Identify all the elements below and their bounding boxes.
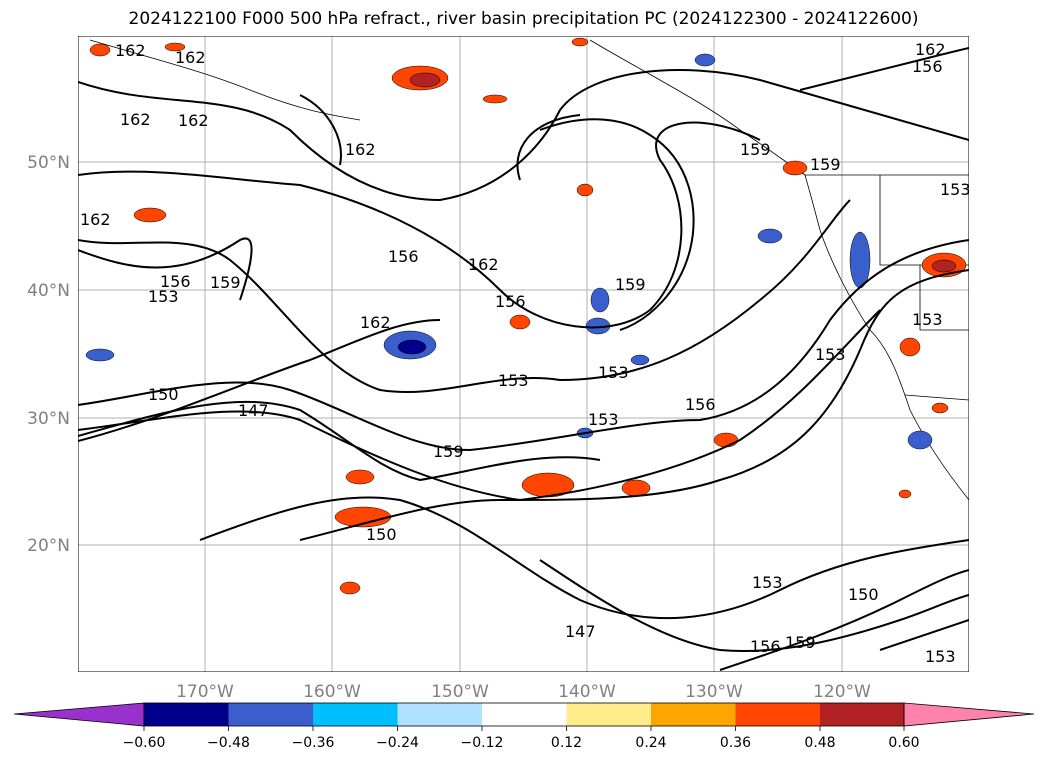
lon-axis: 170°W 160°W 150°W 140°W 130°W 120°W: [176, 682, 871, 702]
map-panel: 162 162 162 162 162 162 162 162 162 159 …: [78, 36, 971, 672]
lon-tick-label: 150°W: [431, 682, 489, 702]
contour-label: 153: [925, 647, 956, 666]
colorbar-segment: [144, 703, 229, 726]
contour-label: 159: [810, 155, 841, 174]
contour-label: 159: [740, 140, 771, 159]
lon-tick-label: 170°W: [176, 682, 234, 702]
colorbar-segment: [651, 703, 736, 726]
contour-label: 153: [148, 287, 179, 306]
contour-label: 150: [366, 525, 397, 544]
contour-label: 156: [160, 272, 191, 291]
colorbar-segment: [566, 703, 651, 726]
contour-label: 159: [433, 442, 464, 461]
contour-label: 162: [468, 255, 499, 274]
contour-label: 153: [815, 345, 846, 364]
contour-label: 156: [388, 247, 419, 266]
contour-label: 162: [120, 110, 151, 129]
contour-label: 159: [210, 273, 241, 292]
colorbar-segment: [482, 703, 567, 726]
lat-axis: 50°N 40°N 30°N 20°N: [27, 153, 70, 556]
contour-label: 162: [175, 48, 206, 67]
page-title: 2024122100 F000 500 hPa refract., river …: [128, 9, 919, 29]
contour-label: 156: [685, 395, 716, 414]
contours: [78, 47, 969, 671]
colorbar-segment: [228, 703, 313, 726]
colorbar-tick-label: −0.24: [376, 735, 419, 751]
contour-label: 153: [588, 410, 619, 429]
contour-label: 162: [345, 140, 376, 159]
contour-label: 162: [115, 41, 146, 60]
contour-label: 156: [495, 292, 526, 311]
colorbar-segment: [735, 703, 820, 726]
contour-label: 156: [912, 57, 943, 76]
shaded-patches: [85, 37, 967, 595]
contour-label: 162: [178, 111, 209, 130]
colorbar-segment: [313, 703, 398, 726]
contour-labels: 162 162 162 162 162 162 162 162 162 159 …: [80, 40, 971, 666]
contour-label: 150: [148, 385, 179, 404]
contour-label: 153: [912, 310, 943, 329]
contour-label: 159: [615, 275, 646, 294]
contour-label: 153: [598, 363, 629, 382]
colorbar-tick-label: −0.36: [292, 735, 335, 751]
lon-tick-label: 140°W: [558, 682, 616, 702]
contour-label: 162: [80, 210, 111, 229]
lat-tick-label: 30°N: [27, 409, 70, 429]
lon-tick-label: 160°W: [303, 682, 361, 702]
lat-tick-label: 40°N: [27, 281, 70, 301]
contour-label: 153: [752, 573, 783, 592]
contour-label: 150: [848, 585, 879, 604]
colorbar-tick-label: −0.48: [207, 735, 250, 751]
colorbar-segment: [397, 703, 482, 726]
colorbar-extend-max: [903, 702, 1035, 727]
contour-label: 162: [360, 313, 391, 332]
contour-label: 153: [940, 180, 971, 199]
contour-label: 153: [498, 371, 529, 390]
lat-tick-label: 20°N: [27, 536, 70, 556]
contour-label: 156: [750, 637, 781, 656]
lat-tick-label: 50°N: [27, 153, 70, 173]
colorbar-tick-label: −0.60: [123, 735, 166, 751]
colorbar-tick-label: 0.12: [551, 735, 582, 751]
lon-tick-label: 130°W: [685, 682, 743, 702]
colorbar-tick-label: 0.60: [888, 735, 919, 751]
contour-label: 162: [915, 40, 946, 59]
contour-label: 147: [238, 401, 269, 420]
lon-tick-label: 120°W: [813, 682, 871, 702]
gridlines: [78, 36, 969, 672]
colorbar-segment: [820, 703, 904, 726]
colorbar-tick-label: −0.12: [461, 735, 504, 751]
colorbar-tick-label: 0.36: [720, 735, 751, 751]
contour-label: 147: [565, 622, 596, 641]
colorbar-extend-min: [13, 702, 145, 727]
colorbar-tick-label: 0.48: [804, 735, 835, 751]
contour-label: 159: [785, 633, 816, 652]
colorbar-tick-label: 0.24: [635, 735, 666, 751]
colorbar: −0.60 −0.48 −0.36 −0.24 −0.12 0.12 0.24 …: [13, 702, 1035, 751]
